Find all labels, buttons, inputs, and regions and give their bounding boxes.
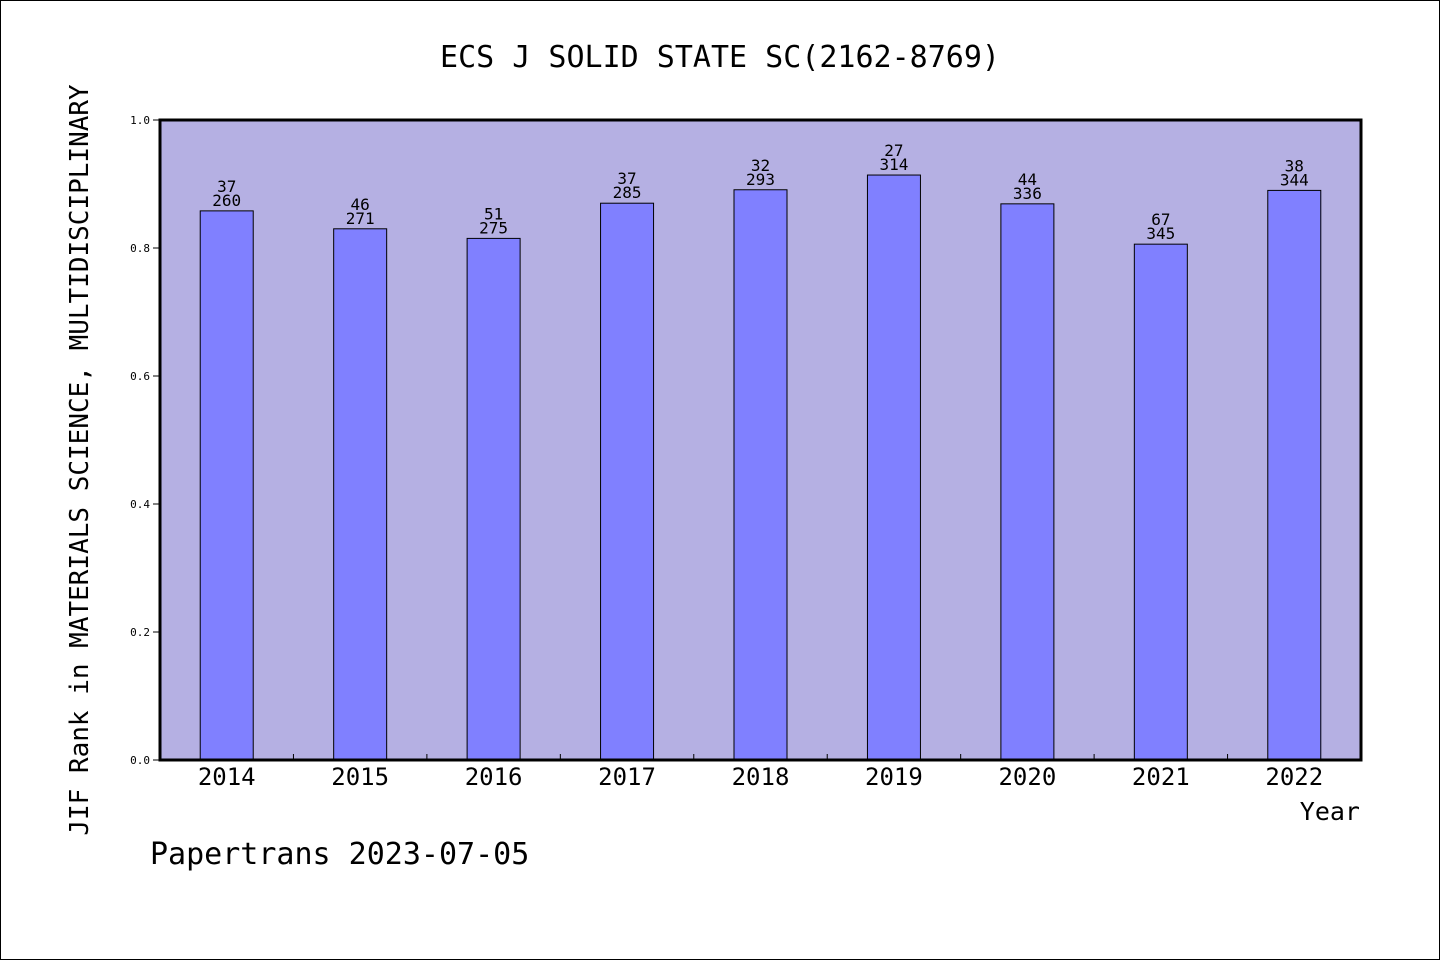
bar xyxy=(600,202,655,761)
x-axis: 2014 2015 2016 2017 2018 2019 2020 2021 2022 xyxy=(198,754,1323,791)
bar xyxy=(1133,243,1188,761)
x-tick-label: 2018 xyxy=(732,763,790,791)
bar-total-label: 314 xyxy=(879,155,908,174)
x-axis-label: Year xyxy=(1300,797,1360,826)
bar-rank-label: 67 xyxy=(1151,210,1170,229)
x-tick-label: 2015 xyxy=(331,763,389,791)
x-tick-label: 2014 xyxy=(198,763,256,791)
x-tick-label: 2020 xyxy=(998,763,1056,791)
y-axis: 0.0 0.2 0.4 0.6 0.8 1.0 xyxy=(130,114,160,767)
bar xyxy=(1267,189,1322,761)
chart-title: ECS J SOLID STATE SC(2162-8769) xyxy=(440,40,1000,75)
bar-total-label: 344 xyxy=(1280,170,1309,189)
bar xyxy=(466,237,521,761)
footer-watermark: Papertrans 2023-07-05 xyxy=(150,837,529,872)
y-tick-label: 0.0 xyxy=(130,754,150,767)
bar-rank-label: 38 xyxy=(1285,156,1304,175)
bar-total-label: 336 xyxy=(1013,184,1042,203)
y-tick-label: 0.8 xyxy=(130,242,150,255)
bar-total-label: 271 xyxy=(346,209,375,228)
plot-frame xyxy=(158,118,1363,762)
y-tick-label: 0.2 xyxy=(130,626,150,639)
y-axis-label: JIF Rank in MATERIALS SCIENCE, MULTIDISC… xyxy=(65,84,95,836)
x-tick-label: 2022 xyxy=(1265,763,1323,791)
bar-rank-label: 51 xyxy=(484,204,503,223)
bar xyxy=(1000,203,1055,761)
bar-rank-label: 44 xyxy=(1018,170,1037,189)
bar-rank-label: 37 xyxy=(217,177,236,196)
bar-rank-label: 32 xyxy=(751,156,770,175)
bar xyxy=(733,189,788,761)
bar-rank-label: 37 xyxy=(617,169,636,188)
bar-total-label: 285 xyxy=(613,183,642,202)
bar xyxy=(333,228,388,761)
bar-rank-label: 46 xyxy=(351,195,370,214)
x-tick-label: 2017 xyxy=(598,763,656,791)
bar-total-label: 345 xyxy=(1146,224,1175,243)
y-tick-label: 1.0 xyxy=(130,114,150,127)
bar xyxy=(866,174,921,761)
y-tick-label: 0.4 xyxy=(130,498,150,511)
x-tick-label: 2021 xyxy=(1132,763,1190,791)
bar-total-label: 293 xyxy=(746,170,775,189)
x-tick-label: 2019 xyxy=(865,763,923,791)
bar-total-label: 275 xyxy=(479,218,508,237)
y-tick-label: 0.6 xyxy=(130,370,150,383)
bar-rank-label: 27 xyxy=(884,141,903,160)
bar-total-label: 260 xyxy=(212,191,241,210)
x-tick-label: 2016 xyxy=(465,763,523,791)
bar xyxy=(199,210,254,761)
